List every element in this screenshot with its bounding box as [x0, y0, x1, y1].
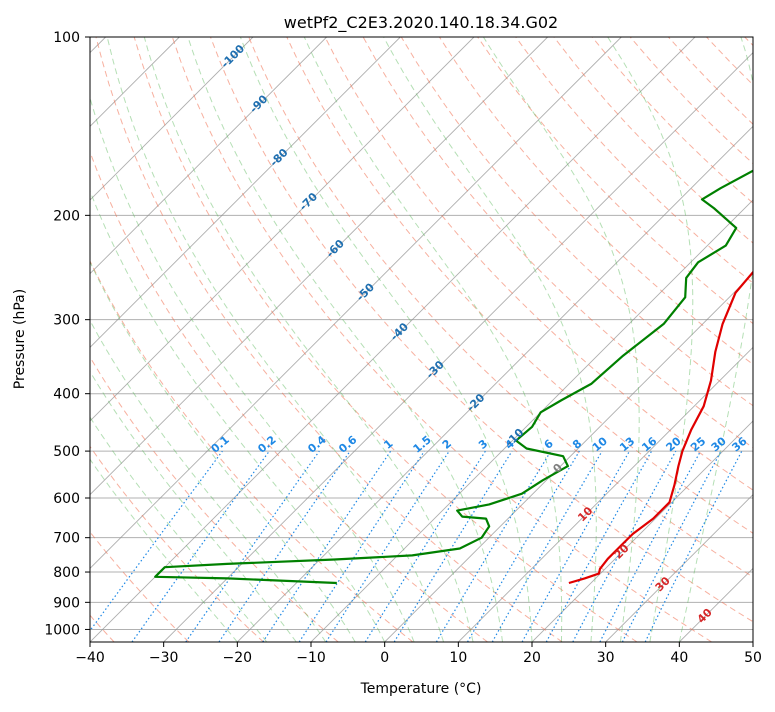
y-tick-label: 600 — [53, 491, 80, 507]
y-tick-label: 900 — [53, 595, 80, 611]
y-tick-label: 700 — [53, 531, 80, 547]
y-tick-label: 800 — [53, 565, 80, 581]
y-tick-label: 1000 — [44, 622, 80, 638]
y-tick-label: 100 — [53, 30, 80, 46]
x-tick-label: 40 — [670, 650, 688, 666]
x-tick-label: −40 — [75, 650, 105, 666]
x-axis-label: Temperature (°C) — [360, 681, 482, 697]
chart-title: wetPf2_C2E3.2020.140.18.34.G02 — [284, 13, 558, 33]
x-tick-label: −30 — [149, 650, 179, 666]
x-tick-label: 0 — [380, 650, 389, 666]
y-tick-label: 200 — [53, 208, 80, 224]
x-tick-label: 50 — [744, 650, 762, 666]
y-tick-label: 500 — [53, 444, 80, 460]
plot-background — [90, 37, 753, 642]
x-tick-label: 20 — [523, 650, 541, 666]
y-tick-label: 400 — [53, 387, 80, 403]
y-tick-label: 300 — [53, 313, 80, 329]
x-tick-label: −10 — [296, 650, 326, 666]
x-tick-label: −20 — [223, 650, 253, 666]
x-tick-label: 30 — [597, 650, 615, 666]
x-tick-label: 10 — [449, 650, 467, 666]
y-axis-label: Pressure (hPa) — [12, 289, 28, 389]
